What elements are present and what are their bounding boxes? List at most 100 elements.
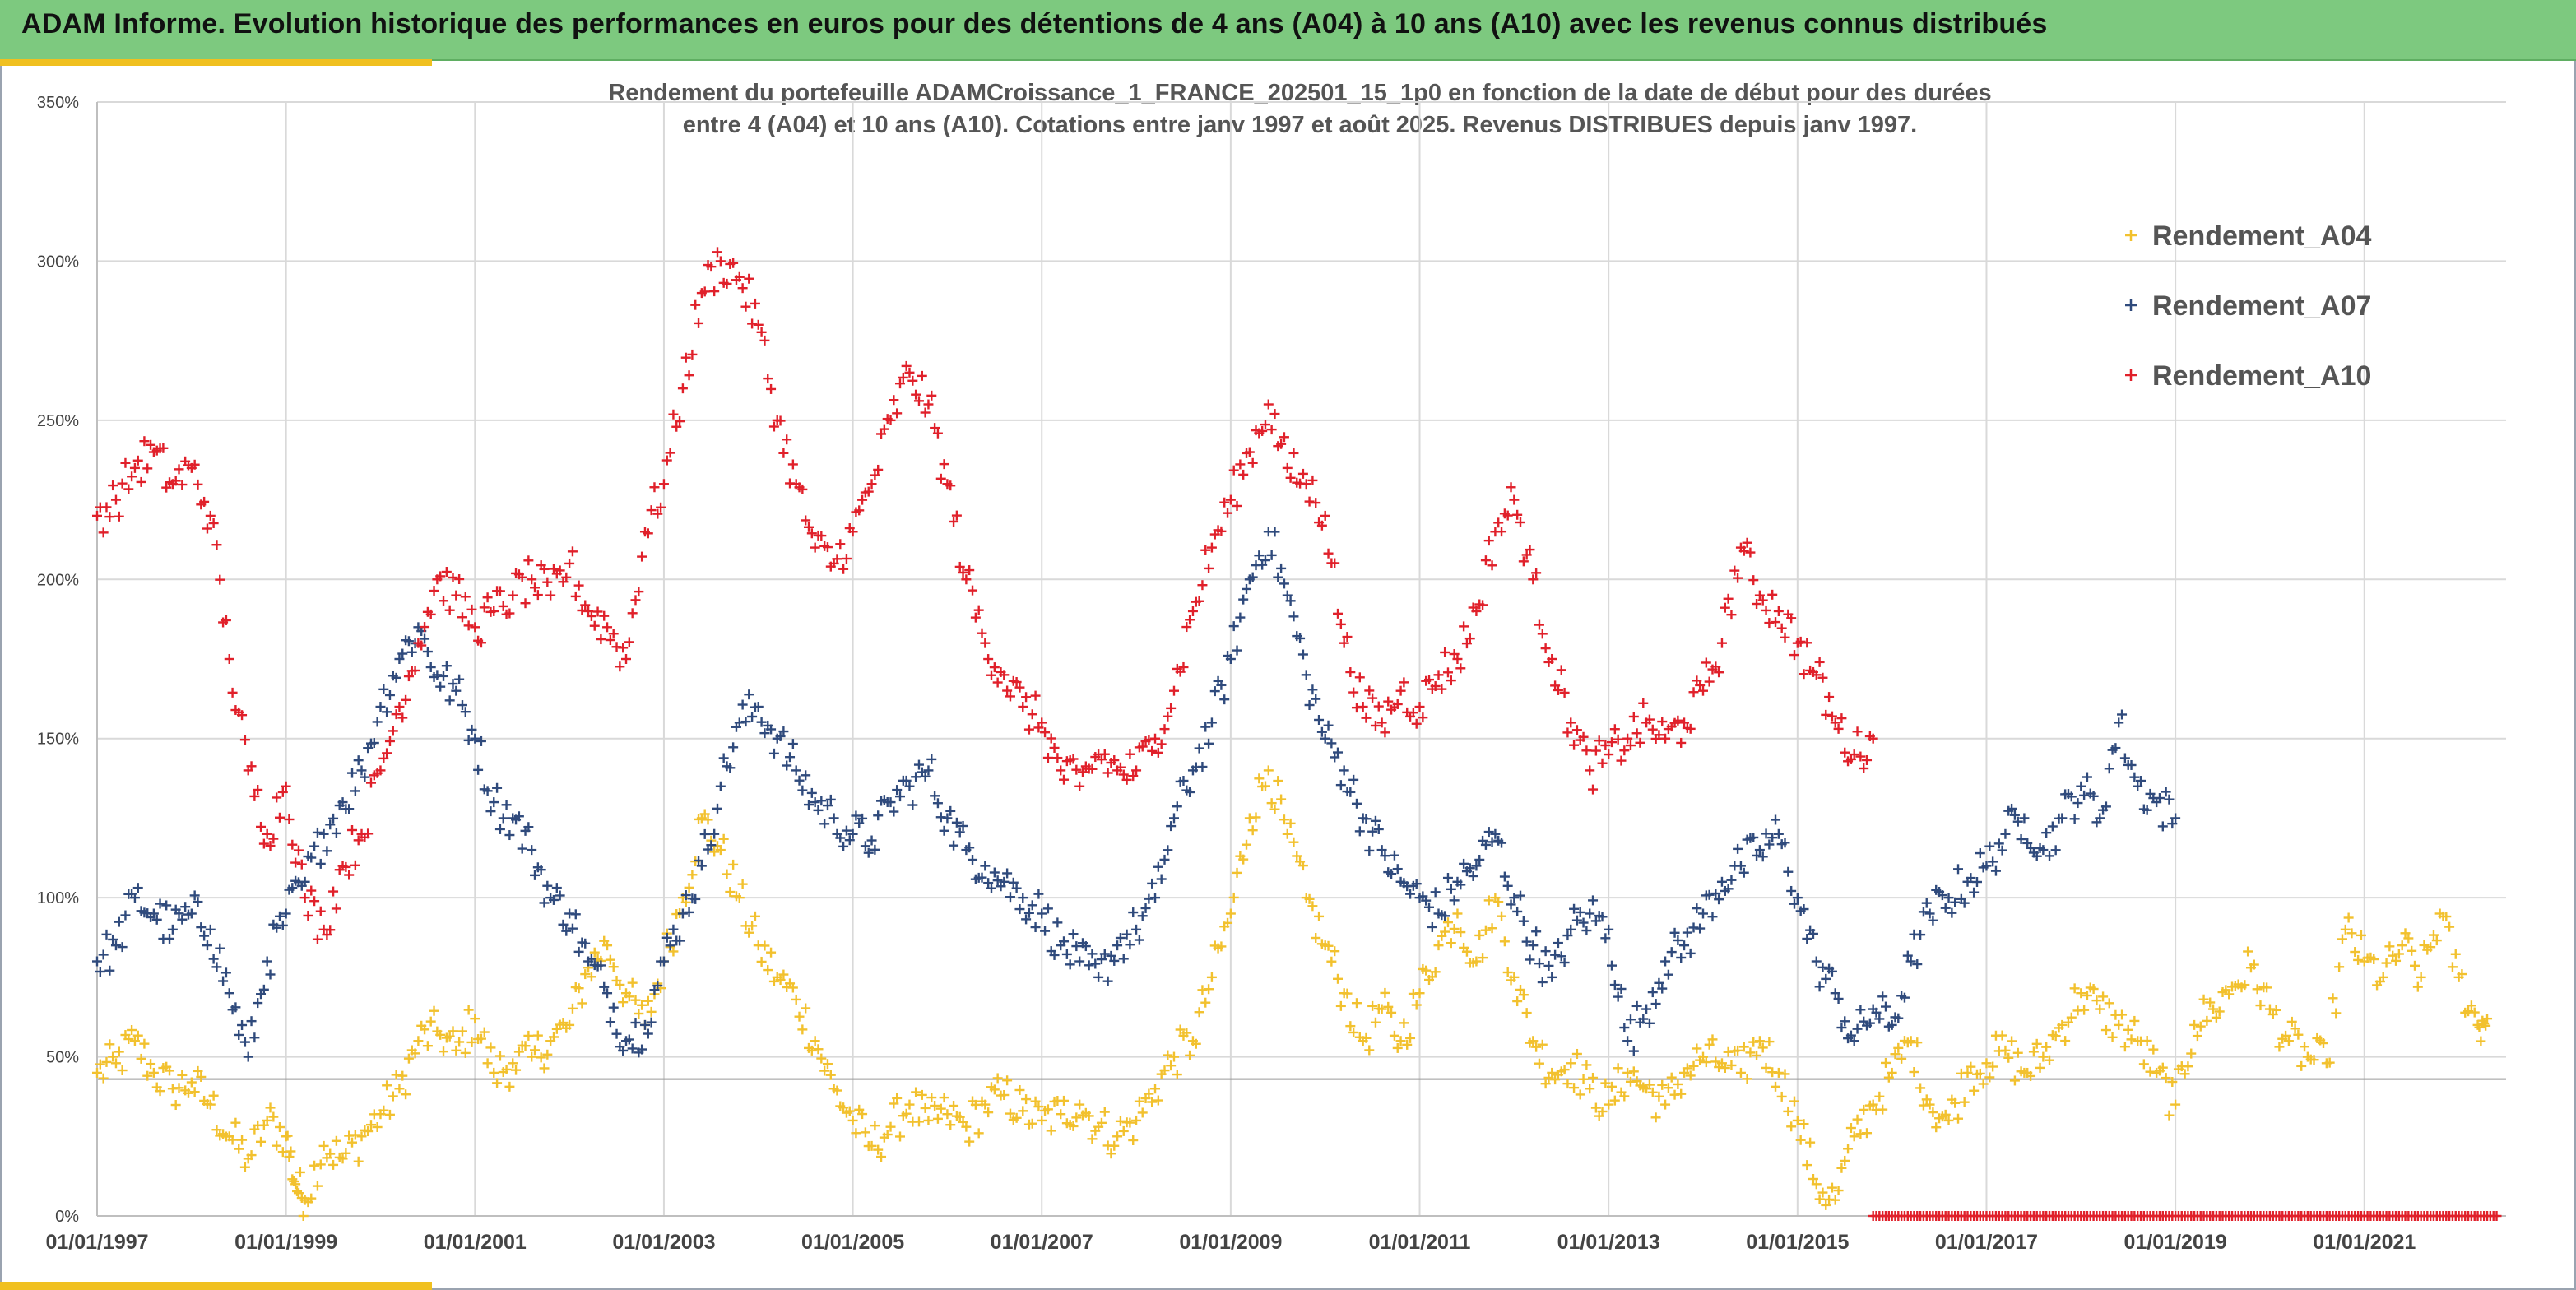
point-rendement-a10	[448, 572, 458, 582]
point-rendement-a04	[2334, 962, 2345, 972]
point-rendement-a04	[920, 1102, 931, 1113]
point-rendement-a07	[353, 755, 364, 766]
point-rendement-a10	[1569, 740, 1580, 750]
point-rendement-a04	[1776, 1091, 1787, 1102]
point-rendement-a07	[1723, 884, 1734, 894]
point-rendement-a07	[825, 794, 836, 805]
point-rendement-a10	[435, 571, 446, 582]
point-rendement-a07	[1943, 893, 1954, 903]
point-rendement-a04	[684, 882, 694, 893]
point-rendement-a04	[1663, 1083, 1673, 1093]
point-rendement-a07	[494, 824, 505, 834]
point-rendement-a07	[675, 935, 685, 946]
point-rendement-a10	[1521, 550, 1532, 560]
point-rendement-a04	[1521, 1008, 1532, 1019]
point-rendement-a10	[1638, 698, 1649, 708]
point-rendement-a10	[866, 479, 877, 490]
point-rendement-a10	[621, 654, 632, 664]
point-rendement-a10	[1836, 713, 1847, 724]
point-rendement-a07	[1748, 832, 1759, 842]
point-rendement-a07	[2110, 743, 2121, 754]
point-rendement-a04	[155, 1086, 165, 1097]
point-rendement-a07	[482, 786, 493, 796]
point-rendement-a04	[274, 1122, 285, 1133]
point-rendement-a10	[532, 590, 543, 601]
point-rendement-a04	[1852, 1114, 1863, 1125]
point-rendement-a07	[196, 922, 207, 933]
point-rendement-a04	[1421, 965, 1432, 976]
point-rendement-a07	[1710, 889, 1721, 899]
point-rendement-a04	[1921, 1094, 1932, 1105]
point-rendement-a04	[1163, 1050, 1173, 1060]
point-rendement-a04	[1446, 938, 1456, 949]
point-rendement-a04	[388, 1091, 398, 1102]
point-rendement-a07	[980, 861, 991, 871]
point-rendement-a04	[2189, 1019, 2200, 1030]
point-rendement-a04	[1531, 1042, 1542, 1052]
point-rendement-a07	[1354, 826, 1365, 837]
point-rendement-a07	[1266, 550, 1277, 560]
point-rendement-a10	[114, 511, 124, 522]
point-rendement-a10	[274, 812, 285, 823]
point-rendement-a07	[1997, 845, 2007, 856]
point-rendement-a04	[2293, 1029, 2304, 1040]
point-rendement-a04	[2138, 1059, 2149, 1070]
point-rendement-a10	[1335, 619, 1346, 629]
point-rendement-a10	[728, 258, 739, 268]
point-rendement-a04	[2343, 912, 2354, 923]
point-rendement-a04	[2069, 983, 2080, 994]
point-rendement-a07	[384, 689, 395, 700]
point-rendement-a07	[1333, 747, 1344, 758]
point-rendement-a10	[555, 565, 565, 576]
point-rendement-a04	[2100, 1025, 2111, 1036]
point-rendement-a07	[1981, 861, 1992, 871]
point-rendement-a04	[272, 1140, 282, 1151]
point-rendement-a10	[470, 622, 480, 633]
point-rendement-a10	[1780, 632, 1790, 643]
point-rendement-a07	[816, 796, 827, 806]
point-rendement-a07	[1566, 924, 1576, 935]
point-rendement-a07	[1716, 876, 1727, 887]
point-rendement-a04	[1887, 1067, 1897, 1078]
point-rendement-a07	[2045, 851, 2055, 861]
point-rendement-a10	[1071, 764, 1082, 775]
point-rendement-a04	[734, 893, 745, 903]
point-rendement-a10	[177, 480, 188, 490]
point-rendement-a04	[2107, 1032, 2118, 1042]
point-rendement-a04	[92, 1067, 102, 1078]
point-rendement-a10	[753, 319, 764, 330]
point-rendement-a07	[866, 835, 877, 846]
point-rendement-a07	[485, 806, 496, 817]
point-rendement-a07	[1786, 885, 1797, 896]
point-rendement-a04	[608, 962, 619, 972]
point-rendement-a10	[331, 903, 341, 914]
point-rendement-a07	[1988, 856, 1998, 867]
point-rendement-a07	[1971, 876, 1982, 887]
point-rendement-a10	[835, 539, 846, 550]
point-rendement-a10	[1811, 670, 1822, 680]
point-rendement-a07	[860, 841, 870, 851]
point-rendement-a07	[630, 1018, 641, 1028]
point-rendement-a04	[492, 1078, 503, 1088]
point-rendement-a04	[1238, 854, 1249, 865]
point-rendement-a07	[1752, 850, 1762, 861]
point-rendement-a10	[1383, 696, 1394, 707]
point-rendement-a07	[2100, 801, 2111, 812]
point-rendement-a10	[237, 710, 248, 721]
point-rendement-a10	[583, 606, 594, 616]
point-rendement-a07	[1068, 929, 1079, 940]
point-rendement-a04	[1279, 814, 1289, 825]
point-rendement-a04	[1735, 1067, 1746, 1078]
point-rendement-a04	[1543, 1072, 1554, 1083]
point-rendement-a10	[1311, 498, 1321, 508]
point-rendement-a07	[536, 865, 546, 875]
point-rendement-a04	[2186, 1048, 2197, 1059]
point-rendement-a10	[932, 428, 943, 439]
point-rendement-a07	[1877, 991, 1888, 1002]
y-tick-label: 50%	[46, 1049, 79, 1067]
point-rendement-a10	[1307, 475, 1318, 485]
point-rendement-a04	[728, 859, 739, 870]
point-rendement-a07	[1625, 1014, 1636, 1025]
point-rendement-a07	[1915, 930, 1926, 940]
point-rendement-a10	[444, 605, 455, 615]
